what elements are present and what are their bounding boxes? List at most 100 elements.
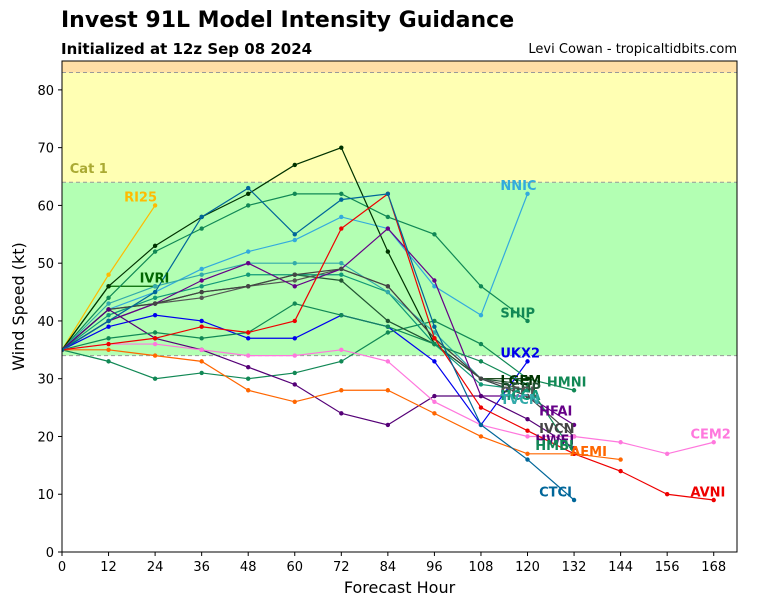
data-point-ctci (339, 197, 344, 202)
data-point-tvcn (199, 272, 204, 277)
data-point-aemi (618, 457, 623, 462)
series-line-ivcn (62, 268, 575, 437)
data-point-avni (711, 497, 716, 503)
data-point-nnic (246, 249, 251, 254)
data-point-hmni (292, 370, 297, 376)
data-point-hfai (432, 278, 437, 283)
data-point-nnic (292, 237, 297, 243)
series-label-hfai: HFAI (539, 404, 572, 419)
series-label-ivcn: IVCN (539, 422, 574, 437)
data-point-hwfi (432, 393, 437, 399)
data-point-tvcn (106, 301, 111, 306)
data-point-ship (339, 191, 344, 197)
data-point-ri25 (106, 272, 111, 277)
data-point-ship (152, 249, 158, 254)
x-tick-label: 60 (286, 560, 303, 575)
series-label-ivri: IVRI (140, 272, 170, 287)
data-point-avni (664, 492, 670, 497)
data-point-cem2 (432, 399, 437, 405)
data-point-avni (432, 336, 437, 341)
data-point-cem2 (199, 347, 204, 353)
chart-title: Invest 91L Model Intensity Guidance (61, 8, 515, 33)
data-point-ctci (246, 185, 251, 191)
data-point-hcca (199, 284, 204, 289)
data-point-avni (199, 324, 204, 329)
data-point-ctci (62, 347, 65, 353)
data-point-avni (152, 336, 158, 341)
data-point-ivcn (478, 376, 484, 381)
data-point-aemi (199, 359, 204, 364)
intensity-band-3 (62, 61, 737, 73)
data-point-ukx2 (432, 359, 437, 364)
data-point-hfai (292, 284, 297, 289)
data-point-hfai (385, 226, 391, 231)
data-point-ctci (106, 318, 111, 324)
data-point-cem2 (246, 353, 251, 358)
intensity-band-2 (62, 72, 737, 183)
data-point-cem2 (152, 341, 158, 347)
data-point-nnic (525, 191, 530, 197)
data-point-cem2 (571, 434, 577, 439)
data-point-aemi (292, 399, 297, 405)
data-point-nnic (199, 266, 204, 272)
x-tick-label: 72 (333, 560, 350, 575)
data-point-cem2 (385, 359, 391, 364)
axes-frame (61, 60, 738, 553)
data-point-hwfi (292, 382, 297, 387)
data-point-ctci (525, 457, 530, 462)
data-point-ri25 (152, 203, 158, 208)
data-point-cem2 (525, 434, 530, 439)
data-point-ivcn (152, 301, 158, 306)
data-point-ivcn (385, 284, 391, 289)
y-tick-label: 20 (37, 430, 54, 445)
data-point-lgem (106, 284, 111, 289)
data-point-ukx2 (199, 318, 204, 324)
y-tick-label: 50 (37, 257, 54, 272)
x-tick-label: 84 (380, 560, 397, 575)
series-label-ship: SHIP (500, 306, 535, 321)
data-point-aemi (339, 388, 344, 393)
x-tick-label: 156 (655, 560, 680, 575)
data-point-tvcn (385, 289, 391, 295)
data-point-hmni (199, 370, 204, 376)
data-point-hwfi (106, 307, 111, 312)
data-point-hwfi (478, 393, 484, 399)
data-point-aemi (432, 411, 437, 416)
data-point-ivcn (246, 284, 251, 289)
data-point-avni (478, 405, 484, 410)
data-point-hwfi (339, 411, 344, 416)
x-tick-label: 120 (515, 560, 540, 575)
series-label-hwfi: HWFI (535, 433, 574, 448)
data-point-ctci (478, 422, 484, 428)
data-point-avni (525, 428, 530, 433)
data-point-avni (571, 451, 577, 456)
series-label-ri25: RI25 (124, 191, 157, 206)
data-point-hfai (199, 278, 204, 283)
data-point-nnic (432, 284, 437, 289)
data-point-ivcn (525, 393, 530, 399)
series-label-dshp: DSHP (500, 381, 541, 396)
data-point-dshp (385, 318, 391, 324)
y-tick-label: 60 (37, 199, 54, 214)
series-line-hfai (62, 227, 575, 426)
data-point-lgem (525, 376, 530, 381)
data-point-ofcl (199, 295, 204, 301)
data-point-hmbi (292, 301, 297, 306)
series-label-ctci: CTCI (539, 485, 572, 500)
data-point-lgem (152, 243, 158, 249)
chart-credit: Levi Cowan - tropicaltidbits.com (528, 42, 737, 57)
data-point-ship (525, 318, 530, 324)
series-label-aemi: AEMI (570, 445, 607, 460)
series-label-ukx2: UKX2 (500, 347, 540, 362)
series-label-ofcl: OFCL (500, 385, 538, 400)
data-point-ukx2 (106, 324, 111, 329)
data-point-nnic (478, 312, 484, 318)
data-point-aemi (106, 347, 111, 353)
data-point-ship (478, 284, 484, 289)
series-label-tvcn: TVCN (500, 393, 539, 408)
data-point-hcca (106, 312, 111, 318)
data-point-hmni (152, 376, 158, 381)
data-point-ship (199, 226, 204, 231)
series-label-avni: AVNI (690, 485, 725, 500)
